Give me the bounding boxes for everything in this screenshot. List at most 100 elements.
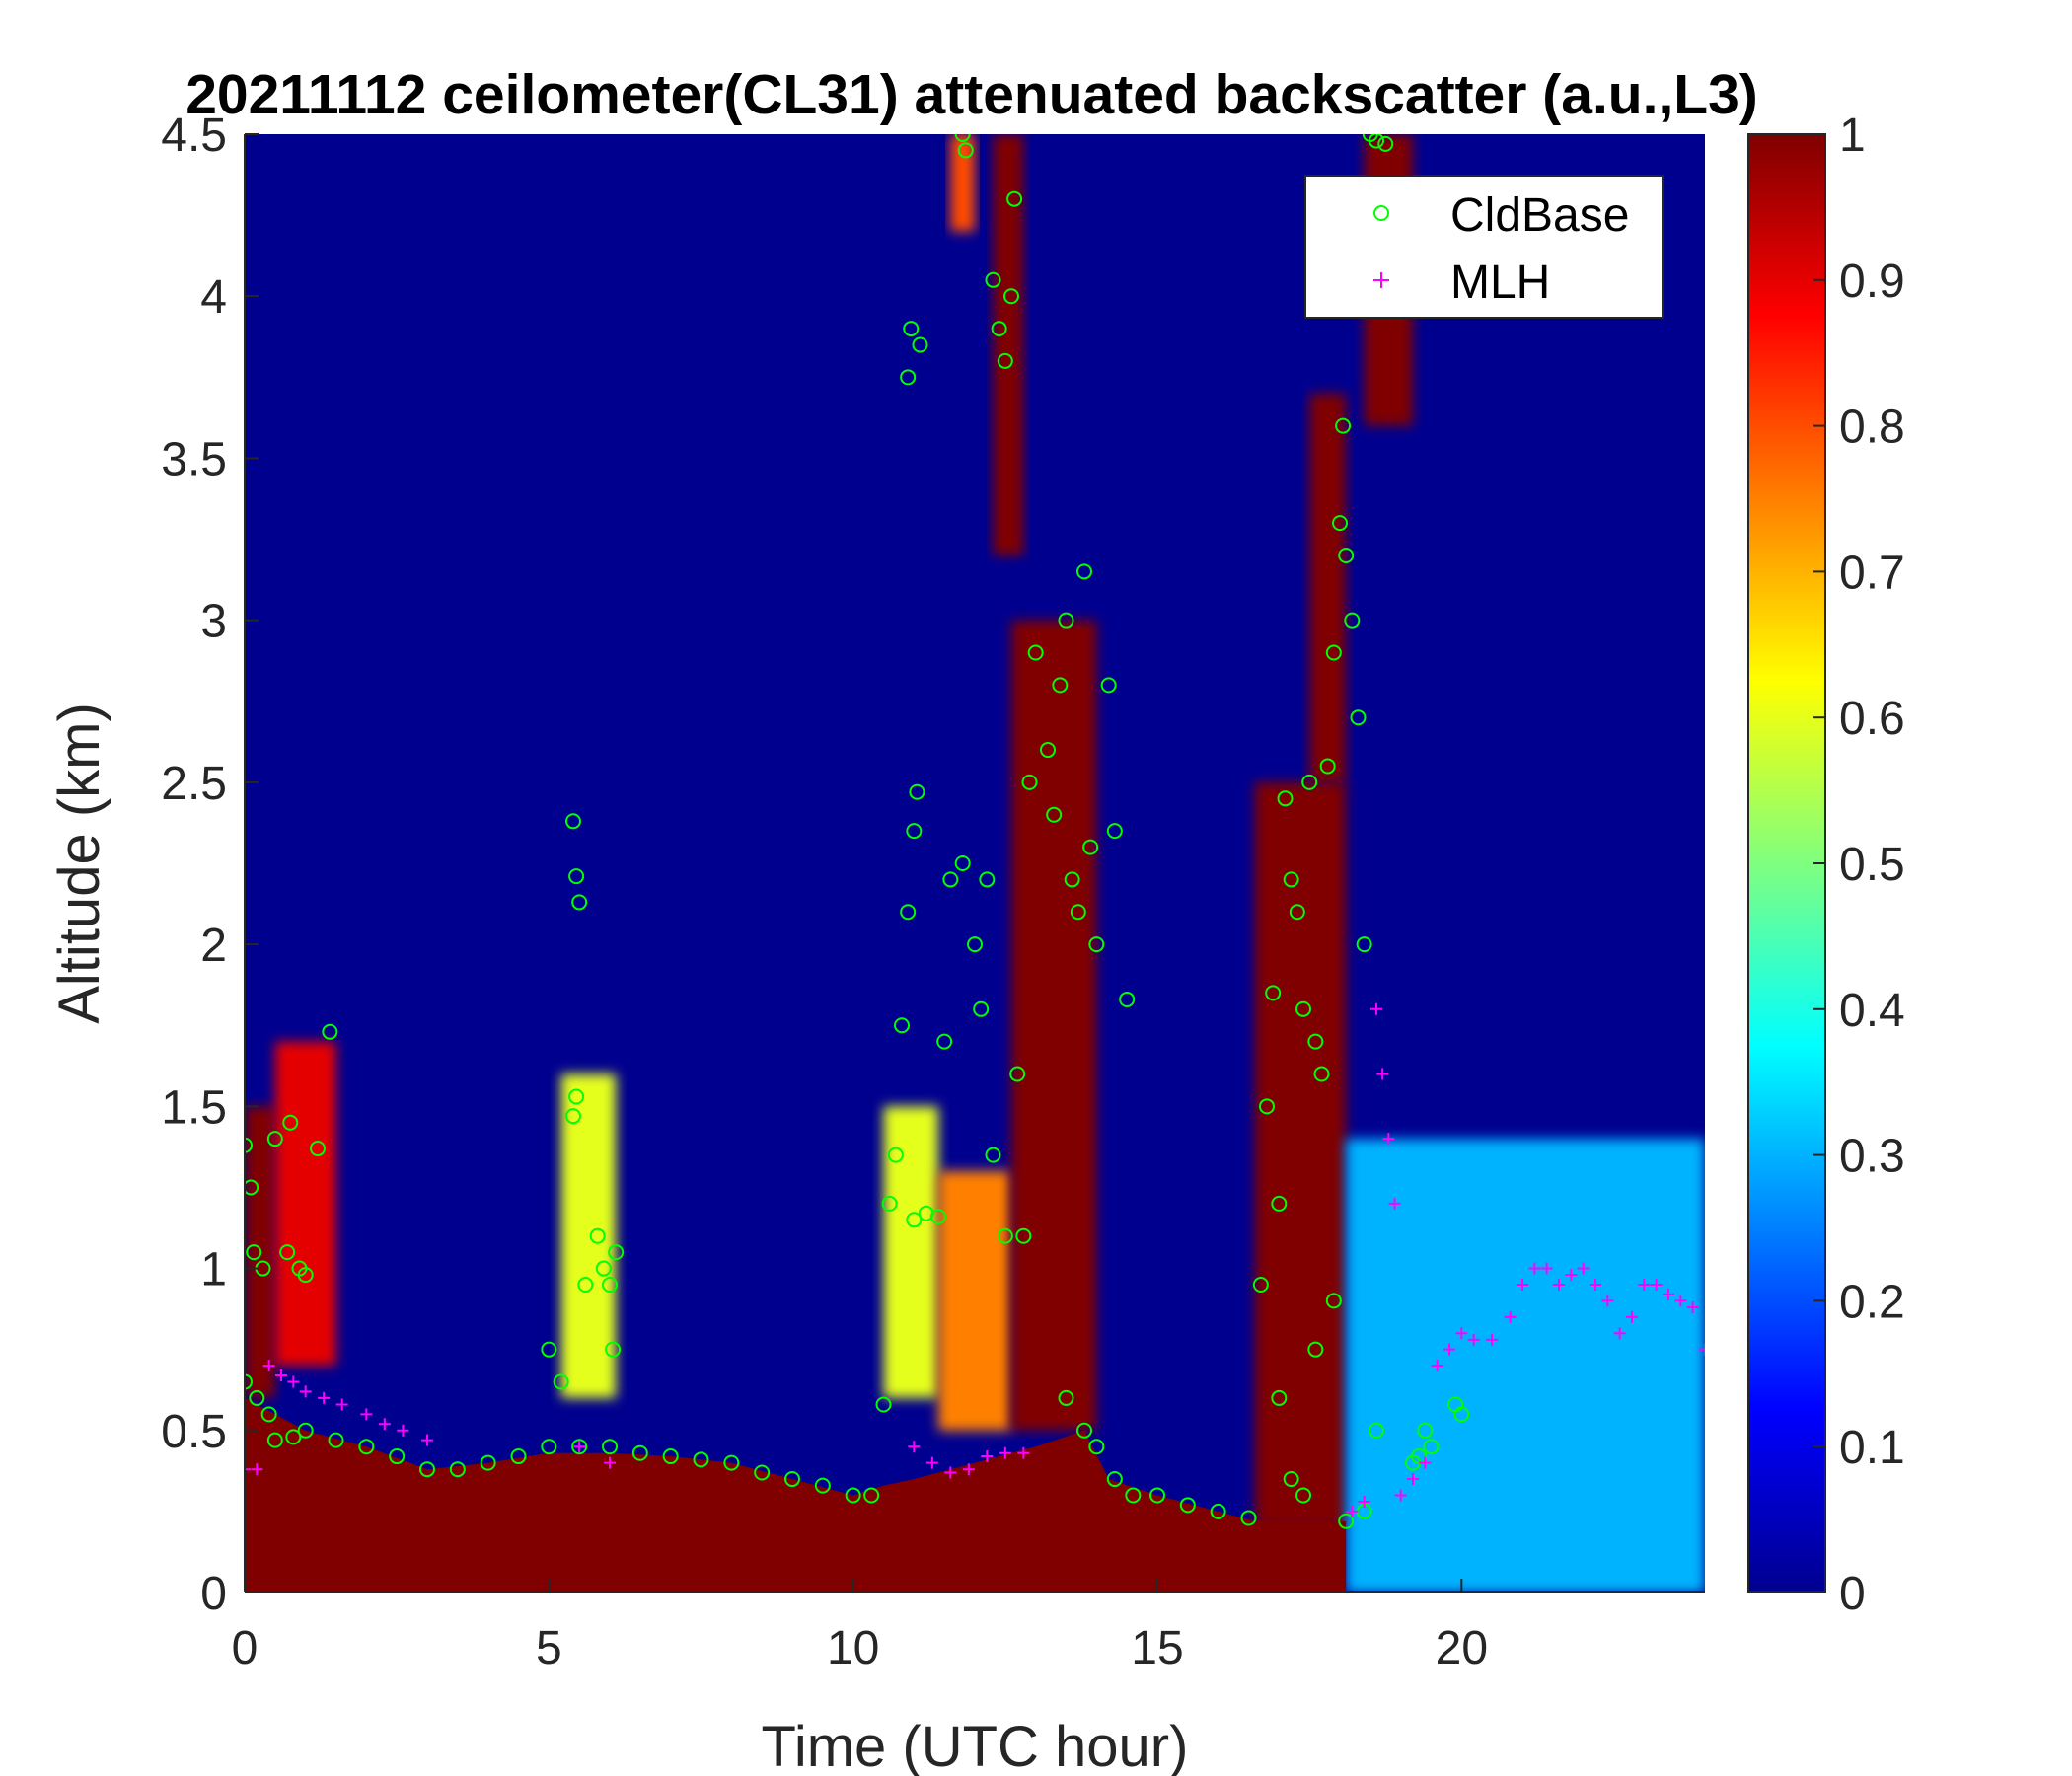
mlh-marker-14 [908, 1441, 921, 1453]
cldbase-marker-48 [863, 1487, 880, 1504]
cldbase-marker-9 [310, 1141, 326, 1157]
cldbase-marker-10 [322, 1023, 338, 1040]
mlh-marker-36 [1517, 1278, 1528, 1291]
cldbase-marker-5 [279, 1244, 296, 1261]
mlh-marker-43 [1601, 1295, 1614, 1307]
mlh-marker-46 [1638, 1278, 1651, 1291]
cldbase-marker-39 [602, 1439, 618, 1455]
cldbase-marker-30 [568, 868, 585, 885]
cldbase-marker-134 [1453, 1406, 1470, 1423]
mlh-marker-7 [335, 1398, 348, 1411]
cldbase-marker-25 [541, 1341, 557, 1358]
cldbase-marker-45 [784, 1471, 800, 1488]
cldbase-marker-49 [875, 1396, 892, 1413]
x-tick-label-0: 0 [232, 1622, 259, 1674]
cldbase-marker-64 [954, 855, 971, 871]
cldbase-marker-99 [1179, 1497, 1196, 1514]
cldbase-marker-31 [571, 894, 588, 911]
mlh-marker-8 [360, 1408, 373, 1421]
mlh-marker-20 [1017, 1446, 1030, 1459]
cldbase-marker-17 [328, 1432, 344, 1448]
cldbase-marker-47 [845, 1487, 861, 1504]
cldbase-marker-128 [1369, 1422, 1384, 1439]
mlh-marker-37 [1528, 1262, 1541, 1275]
cldbase-marker-97 [1125, 1487, 1142, 1504]
marker-layer [245, 134, 1705, 1529]
cldbase-marker-34 [595, 1260, 612, 1277]
mlh-marker-9 [378, 1418, 391, 1431]
mlh-marker-27 [1394, 1489, 1407, 1502]
cloud-patch-4 [938, 1171, 1011, 1431]
cldbase-marker-81 [1040, 742, 1056, 759]
cldbase-marker-88 [1082, 839, 1099, 855]
colorbar-tick-label-2: 0.2 [1839, 1276, 1905, 1328]
cldbase-marker-33 [589, 1227, 606, 1244]
cldbase-marker-6 [282, 1114, 299, 1131]
colorbar-gradient [1747, 133, 1826, 1593]
cldbase-marker-126 [1338, 1513, 1355, 1529]
colorbar-ticks: 0 0.1 0.2 0.3 0.4 0.5 0.6 0.7 0.8 0.9 1 [1813, 110, 1905, 1620]
mlh-marker-34 [1486, 1333, 1499, 1346]
cldbase-marker-90 [1100, 677, 1117, 694]
cldbase-marker-98 [1149, 1487, 1165, 1504]
cldbase-marker-23 [510, 1448, 527, 1465]
mlh-marker-33 [1467, 1333, 1480, 1346]
colorbar-tick-label-0: 0 [1839, 1568, 1866, 1620]
mlh-marker-24 [1376, 1068, 1389, 1080]
cldbase-marker-72 [997, 352, 1013, 369]
mlh-marker-10 [397, 1424, 409, 1437]
cldbase-marker-73 [1003, 288, 1019, 305]
cloud-patch-8 [1254, 781, 1347, 1528]
mlh-marker-4 [287, 1375, 300, 1388]
cldbase-marker-11 [245, 1373, 253, 1390]
cldbase-marker-53 [900, 904, 917, 921]
legend: CldBase MLH [1304, 175, 1664, 319]
cldbase-marker-117 [1338, 547, 1355, 563]
cldbase-marker-66 [957, 142, 974, 159]
cldbase-marker-108 [1289, 904, 1305, 921]
cldbase-marker-62 [936, 1033, 953, 1050]
cldbase-marker-93 [1058, 1389, 1074, 1406]
plot-area [245, 134, 1705, 1592]
mlh-marker-38 [1540, 1262, 1553, 1275]
cldbase-marker-106 [1277, 790, 1294, 807]
cldbase-marker-75 [985, 1147, 1001, 1163]
cldbase-marker-65 [954, 134, 971, 142]
cldbase-marker-44 [754, 1464, 771, 1481]
cldbase-marker-8 [297, 1267, 314, 1284]
cldbase-marker-85 [1064, 871, 1080, 888]
y-tick-label-1: 0.5 [161, 1406, 227, 1458]
cldbase-marker-55 [909, 783, 925, 800]
colorbar-tick-label-5: 0.5 [1839, 839, 1905, 891]
cldbase-marker-32 [577, 1276, 594, 1293]
mlh-marker-13 [604, 1456, 616, 1469]
cldbase-marker-123 [1295, 1487, 1311, 1504]
mlh-marker-40 [1565, 1269, 1578, 1282]
cldbase-marker-107 [1283, 871, 1299, 888]
colorbar: 0 0.1 0.2 0.3 0.4 0.5 0.6 0.7 0.8 0.9 1 [1747, 110, 1905, 1620]
mlh-marker-35 [1504, 1310, 1517, 1323]
cldbase-marker-111 [1307, 1033, 1324, 1050]
cldbase-marker-26 [553, 1373, 569, 1390]
cldbase-marker-43 [723, 1454, 740, 1471]
mlh-marker-51 [1699, 1343, 1705, 1356]
mlh-marker-25 [1382, 1133, 1395, 1146]
legend-box [1304, 175, 1664, 319]
mlh-marker-45 [1626, 1310, 1638, 1323]
cldbase-marker-76 [997, 1227, 1013, 1244]
cldbase-marker-4 [266, 1131, 283, 1147]
mlh-marker-6 [318, 1391, 331, 1404]
y-tick-label-8: 4 [200, 271, 227, 324]
mlh-marker-18 [981, 1450, 994, 1463]
cldbase-marker-13 [260, 1406, 277, 1423]
cldbase-marker-87 [1076, 563, 1092, 580]
cldbase-marker-82 [1046, 806, 1063, 823]
cldbase-marker-16 [297, 1422, 314, 1439]
x-axis: 0 5 10 15 20 [232, 1579, 1705, 1674]
cldbase-marker-57 [903, 321, 920, 337]
cldbase-marker-36 [605, 1341, 622, 1358]
cldbase-marker-14 [266, 1432, 283, 1448]
cldbase-marker-119 [1350, 709, 1367, 726]
cldbase-marker-120 [1356, 936, 1372, 953]
cldbase-marker-51 [887, 1147, 904, 1163]
